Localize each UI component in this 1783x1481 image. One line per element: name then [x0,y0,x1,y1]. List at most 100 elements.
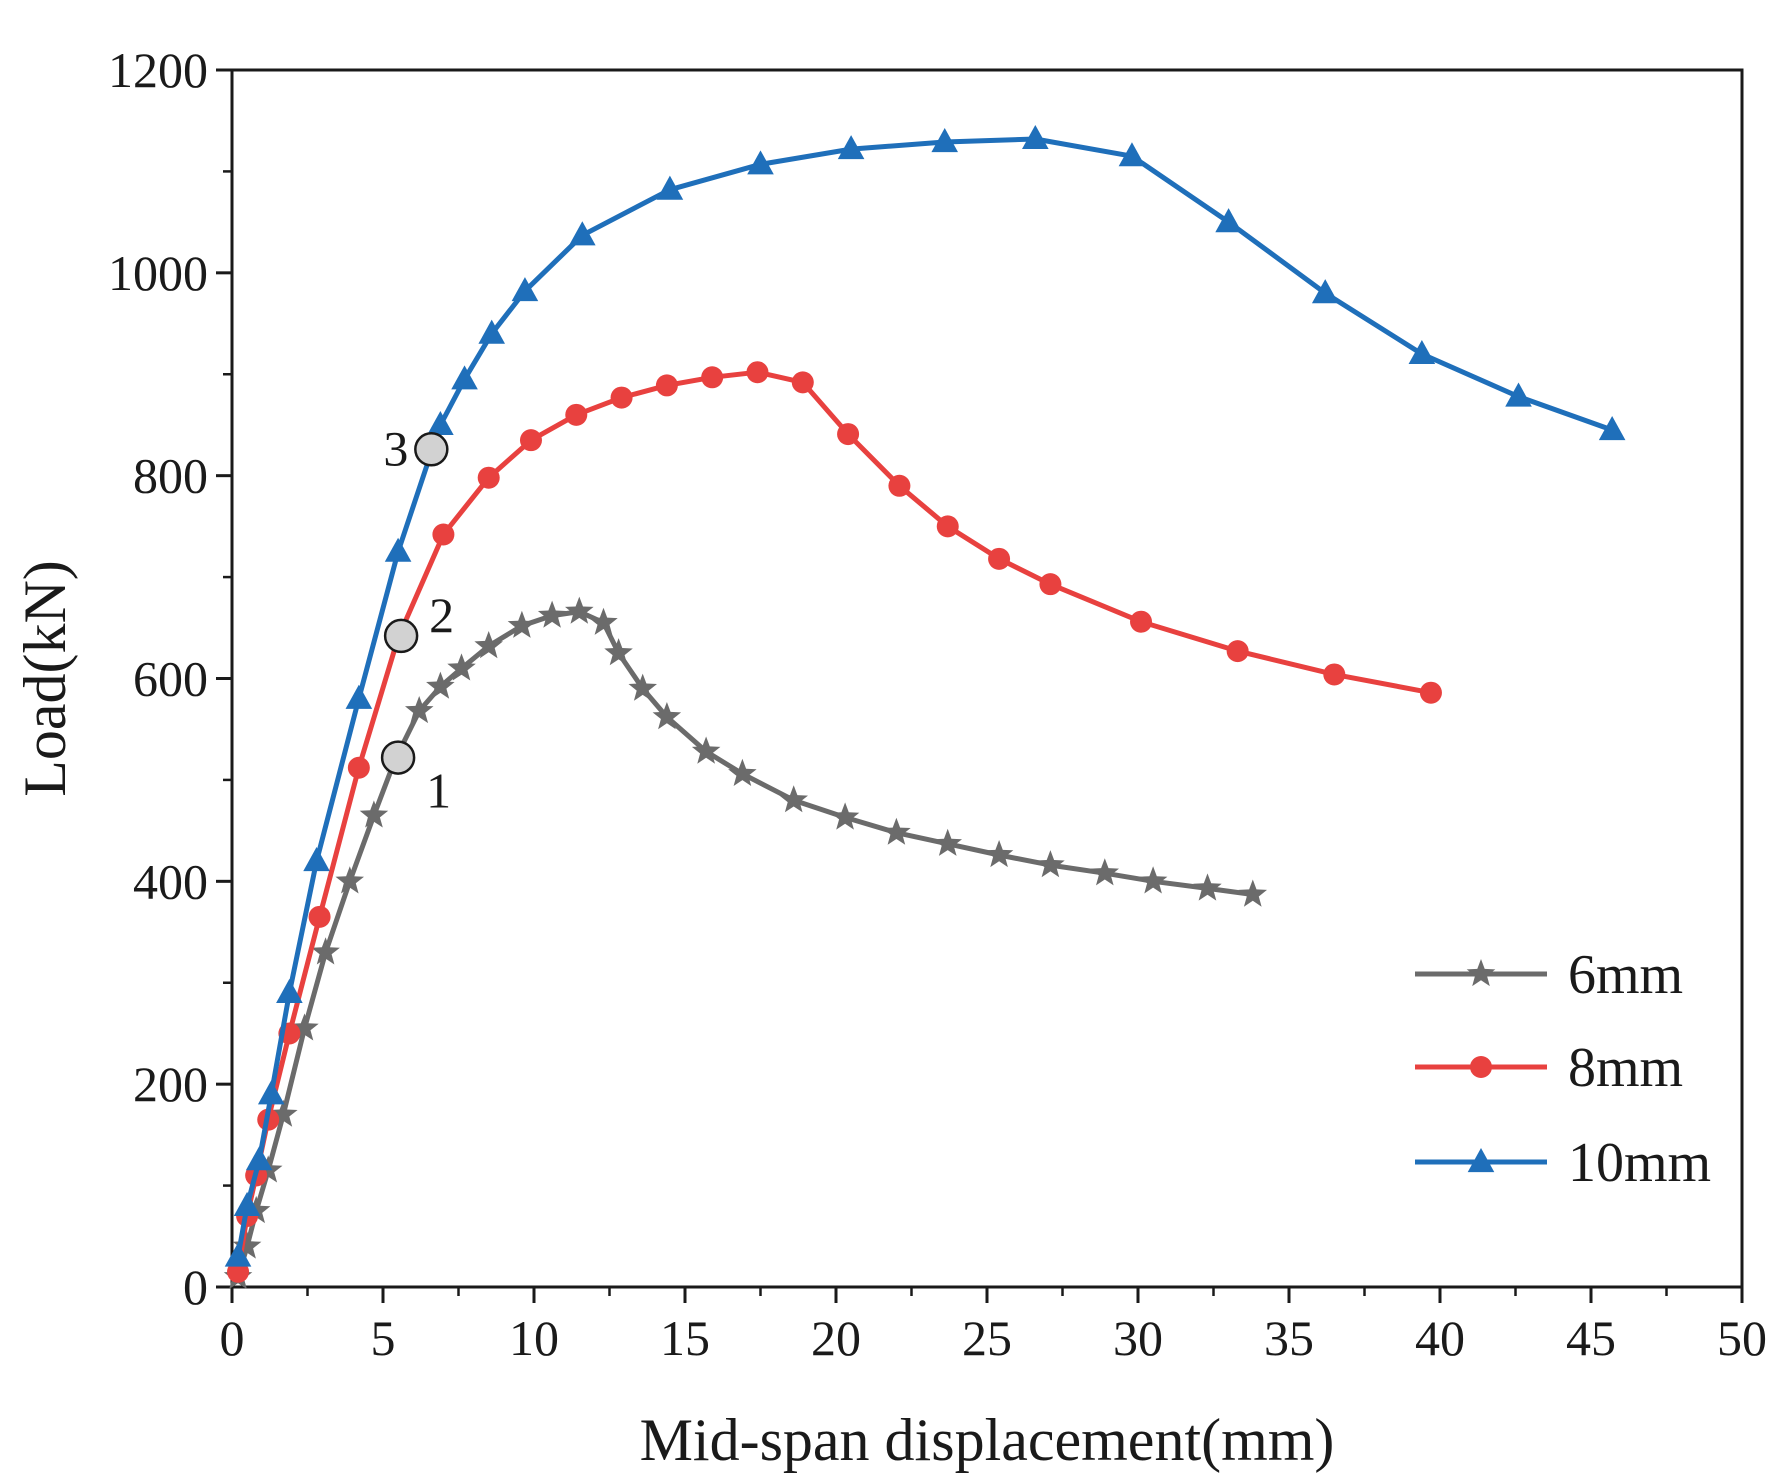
x-tick-label: 25 [962,1310,1012,1366]
data-point-10mm [345,684,373,709]
data-point-6mm [269,1099,298,1127]
series-layer [223,124,1626,1289]
data-point-6mm [589,607,618,635]
data-point-10mm [245,1146,273,1171]
data-point-10mm [1311,279,1339,304]
data-point-6mm [447,653,476,681]
data-point-6mm [933,828,962,856]
annotation-label-2: 2 [429,587,454,643]
data-point-10mm [1408,339,1436,365]
y-tick-label: 400 [133,853,208,909]
x-tick-label: 30 [1113,1310,1163,1366]
annotation-marker-3 [414,432,449,467]
plot-frame [230,68,1744,1289]
y-tick-label: 600 [133,651,208,707]
data-point-8mm [432,523,455,546]
x-tick-label: 20 [811,1310,861,1366]
y-axis-ticks: 0 200 400 600 800 1000 1200 [108,42,232,1315]
data-point-6mm [628,673,657,701]
data-point-8mm [477,466,500,489]
data-point-10mm [384,537,412,562]
legend-marker-10mm [1467,1148,1495,1173]
data-point-10mm [931,128,959,153]
data-point-8mm [1419,681,1442,704]
data-point-6mm [232,1231,262,1259]
data-point-6mm [507,610,537,638]
annotation-label-1: 1 [426,763,451,819]
series-6mm [223,596,1267,1289]
data-point-8mm [655,374,678,397]
data-point-6mm [565,596,594,624]
data-point-10mm [276,978,303,1003]
data-point-8mm [837,423,860,446]
data-point-6mm [537,600,567,628]
data-point-6mm [426,671,455,699]
legend-marker-6mm [1466,959,1496,987]
data-point-6mm [652,702,682,730]
data-point-8mm [1130,610,1153,633]
legend-label-6mm: 6mm [1568,944,1683,1006]
data-point-8mm [936,515,959,538]
data-point-8mm [347,756,370,779]
data-point-10mm [427,410,454,436]
annotation-layer: 1 2 3 [380,420,454,819]
data-point-10mm [224,1242,252,1267]
y-tick-label: 1000 [108,245,208,301]
x-tick-label: 0 [220,1310,245,1366]
data-point-8mm [701,366,724,389]
annotation-label-3: 3 [383,420,408,476]
data-point-6mm [1036,850,1065,878]
data-point-10mm [656,175,684,200]
x-tick-label: 50 [1717,1310,1767,1366]
data-point-8mm [519,429,542,452]
series-8mm [227,361,1442,1283]
series-10mm [224,124,1626,1267]
x-tick-label: 5 [371,1310,396,1366]
data-point-8mm [988,547,1011,570]
data-point-6mm [405,696,434,724]
x-tick-label: 35 [1264,1310,1314,1366]
data-point-6mm [728,758,757,786]
data-point-10mm [451,365,478,390]
legend: 6mm 8mm 10mm [1415,944,1711,1194]
data-point-10mm [1215,208,1242,233]
y-axis-title: Load(kN) [12,560,78,797]
data-point-6mm [359,800,389,828]
series-line-6mm [235,609,1254,1278]
legend-label-10mm: 10mm [1568,1132,1711,1194]
data-point-6mm [1193,873,1222,901]
annotation-marker-1 [380,740,416,775]
annotation-marker-2 [383,618,419,654]
data-point-10mm [233,1191,261,1216]
data-point-6mm [830,802,860,830]
data-point-8mm [888,474,911,497]
data-point-6mm [311,937,340,965]
data-point-10mm [1118,142,1146,167]
data-point-6mm [779,785,808,813]
legend-marker-8mm [1470,1056,1492,1078]
data-point-10mm [1598,416,1626,441]
data-point-8mm [610,386,633,409]
y-tick-label: 800 [133,448,208,504]
data-point-8mm [1226,640,1249,663]
data-point-10mm [837,135,865,160]
x-tick-label: 15 [660,1310,710,1366]
data-point-6mm [604,638,633,666]
data-point-10mm [257,1080,285,1105]
data-point-6mm [984,840,1014,868]
y-tick-label: 200 [133,1056,208,1112]
series-line-10mm [235,136,1613,1258]
data-point-6mm [691,736,721,764]
x-axis-ticks: 0 5 10 15 20 25 30 35 40 45 50 [220,1287,1767,1366]
data-point-10mm [569,221,596,246]
x-tick-label: 40 [1415,1310,1465,1366]
legend-label-8mm: 8mm [1568,1037,1683,1099]
x-axis-title: Mid-span displacement(mm) [640,1407,1335,1473]
x-tick-label: 10 [509,1310,559,1366]
data-point-6mm [1090,858,1119,886]
data-point-10mm [478,319,506,344]
data-point-6mm [882,817,911,845]
data-point-6mm [335,866,364,894]
data-point-8mm [565,403,588,426]
